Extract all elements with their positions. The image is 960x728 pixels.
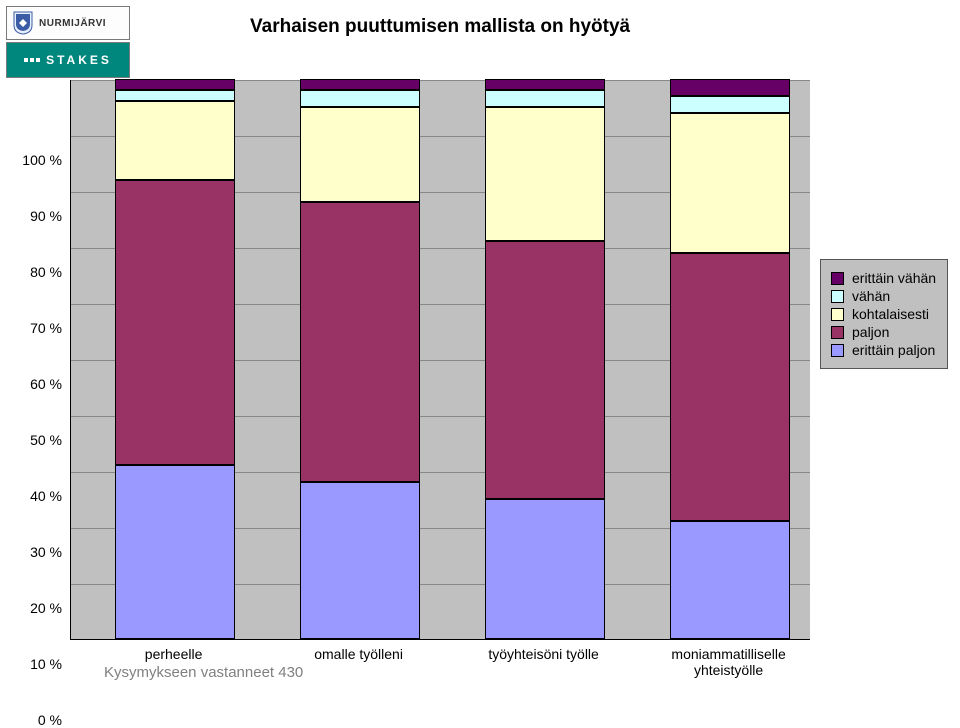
logo-block: NURMIJÄRVI STAKES bbox=[6, 6, 130, 78]
bar-segment-kohtalaisesti bbox=[300, 107, 420, 202]
y-tick-label: 100 % bbox=[2, 152, 62, 168]
y-tick-label: 40 % bbox=[2, 488, 62, 504]
y-tick-label: 80 % bbox=[2, 264, 62, 280]
legend: erittäin vähän vähän kohtalaisesti paljon er… bbox=[820, 259, 948, 369]
bar-segment-paljon bbox=[485, 241, 605, 499]
x-tick-label: moniammatilliselle yhteistyölle bbox=[639, 646, 819, 678]
bar-segment-kohtalaisesti bbox=[485, 107, 605, 241]
y-tick-label: 50 % bbox=[2, 432, 62, 448]
y-tick-label: 90 % bbox=[2, 208, 62, 224]
legend-label: vähän bbox=[852, 288, 890, 304]
bar-segment-erittain_vahan bbox=[115, 79, 235, 90]
chart-title: Varhaisen puuttumisen mallista on hyötyä bbox=[250, 16, 630, 38]
legend-label: erittäin paljon bbox=[852, 342, 935, 358]
x-tick-label: omalle työlleni bbox=[269, 646, 449, 662]
nurmijarvi-text: NURMIJÄRVI bbox=[39, 18, 106, 29]
bar-segment-erittain_vahan bbox=[485, 79, 605, 90]
bar-segment-erittain_paljon bbox=[485, 499, 605, 639]
legend-label: erittäin vähän bbox=[852, 270, 936, 286]
legend-item: vähän bbox=[831, 288, 937, 304]
y-tick-label: 20 % bbox=[2, 600, 62, 616]
bar-segment-paljon bbox=[300, 202, 420, 482]
legend-label: kohtalaisesti bbox=[852, 306, 929, 322]
bar-segment-erittain_paljon bbox=[300, 482, 420, 639]
stakes-icon bbox=[24, 58, 40, 62]
bar-segment-paljon bbox=[115, 180, 235, 466]
y-tick-label: 30 % bbox=[2, 544, 62, 560]
plot-area bbox=[70, 80, 810, 640]
legend-swatch bbox=[831, 344, 844, 357]
y-tick-label: 10 % bbox=[2, 656, 62, 672]
y-tick-label: 0 % bbox=[2, 712, 62, 728]
nurmijarvi-logo: NURMIJÄRVI bbox=[6, 6, 130, 40]
bar-segment-vahan bbox=[300, 90, 420, 107]
x-tick-label: perheelle bbox=[84, 646, 264, 662]
bar bbox=[115, 79, 235, 639]
bar bbox=[300, 79, 420, 639]
footer-text: Kysymykseen vastanneet 430 bbox=[104, 664, 303, 681]
bar-segment-vahan bbox=[670, 96, 790, 113]
bar-segment-vahan bbox=[115, 90, 235, 101]
bar-segment-kohtalaisesti bbox=[115, 101, 235, 179]
chart-area: 0 %10 %20 %30 %40 %50 %60 %70 %80 %90 %1… bbox=[70, 80, 810, 640]
legend-item: paljon bbox=[831, 324, 937, 340]
stakes-text: STAKES bbox=[46, 53, 112, 67]
bar-segment-vahan bbox=[485, 90, 605, 107]
x-tick-label: työyhteisöni työlle bbox=[454, 646, 634, 662]
shield-icon bbox=[13, 11, 33, 35]
stakes-logo: STAKES bbox=[6, 42, 130, 78]
legend-item: kohtalaisesti bbox=[831, 306, 937, 322]
bar-segment-kohtalaisesti bbox=[670, 113, 790, 253]
bar bbox=[670, 79, 790, 639]
bar-segment-erittain_vahan bbox=[670, 79, 790, 96]
legend-label: paljon bbox=[852, 324, 889, 340]
legend-swatch bbox=[831, 326, 844, 339]
bar-segment-paljon bbox=[670, 253, 790, 522]
bar-segment-erittain_paljon bbox=[115, 465, 235, 639]
bar-segment-erittain_vahan bbox=[300, 79, 420, 90]
y-tick-label: 70 % bbox=[2, 320, 62, 336]
legend-item: erittäin paljon bbox=[831, 342, 937, 358]
legend-swatch bbox=[831, 290, 844, 303]
bar bbox=[485, 79, 605, 639]
y-tick-label: 60 % bbox=[2, 376, 62, 392]
legend-swatch bbox=[831, 272, 844, 285]
legend-swatch bbox=[831, 308, 844, 321]
bar-segment-erittain_paljon bbox=[670, 521, 790, 639]
legend-item: erittäin vähän bbox=[831, 270, 937, 286]
